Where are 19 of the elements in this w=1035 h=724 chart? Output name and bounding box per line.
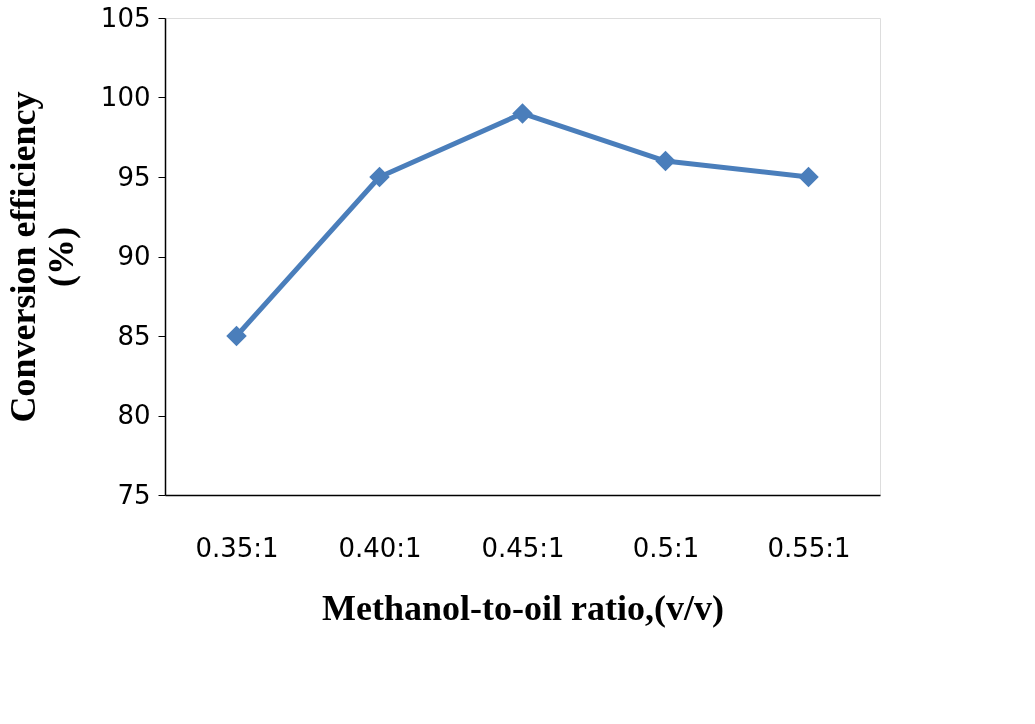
x-tick-label: 0.55:1 <box>767 532 851 563</box>
y-tick-label: 80 <box>117 400 151 430</box>
y-tick-label: 100 <box>100 82 151 112</box>
point <box>369 166 390 188</box>
x-tick-label: 0.35:1 <box>195 532 279 563</box>
y-tick-label: 90 <box>117 241 151 271</box>
x-axis-title: Methanol-to-oil ratio,(v/v) <box>322 587 724 628</box>
x-tick-label: 0.5:1 <box>632 532 700 563</box>
point <box>512 103 533 124</box>
y-tick-label: 105 <box>100 2 151 33</box>
point <box>798 166 819 188</box>
x-tick-label: 0.45:1 <box>481 532 565 563</box>
y-tick-label: 75 <box>117 479 151 510</box>
point <box>226 325 247 347</box>
y-axis-title: Conversion efficiency (%) <box>2 91 81 423</box>
y-tick-label: 95 <box>117 161 151 192</box>
y-tick-label: 85 <box>117 320 151 351</box>
x-tick-label: 0.40:1 <box>338 532 422 563</box>
point <box>655 150 676 172</box>
